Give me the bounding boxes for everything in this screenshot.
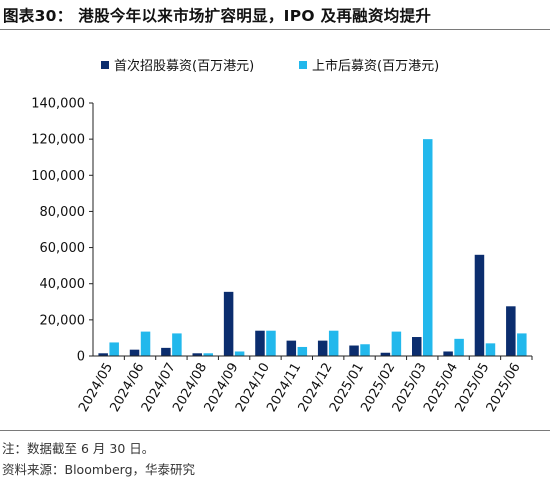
- bar-refinancing: [203, 353, 213, 356]
- bar-refinancing: [423, 139, 433, 356]
- bar-refinancing: [328, 330, 339, 356]
- legend-label-ipo: 首次招股募资(百万港元): [114, 58, 254, 74]
- legend-swatch-refinancing: [299, 61, 307, 69]
- y-tick-label: 80,000: [40, 205, 86, 220]
- x-axis: 2024/052024/062024/072024/082024/092024/…: [76, 355, 533, 415]
- bar-refinancing: [109, 342, 119, 356]
- bar-ipo: [255, 330, 265, 356]
- legend: 首次招股募资(百万港元) 上市后募资(百万港元): [101, 58, 439, 74]
- bar-refinancing: [485, 343, 496, 356]
- y-tick-label: 60,000: [40, 241, 86, 256]
- chart-title: 图表30： 港股今年以来市场扩容明显，IPO 及再融资均提升: [3, 7, 432, 25]
- bar-refinancing: [360, 344, 370, 356]
- bar-refinancing: [172, 333, 182, 356]
- bars: [98, 139, 527, 356]
- title-divider: [0, 29, 550, 30]
- bar-refinancing: [266, 330, 276, 356]
- y-tick-label: 120,000: [31, 133, 85, 148]
- bar-ipo: [161, 347, 171, 356]
- bar-refinancing: [234, 351, 245, 356]
- bar-ipo: [98, 353, 108, 356]
- data-note: 注：数据截至 6 月 30 日。: [2, 441, 155, 456]
- y-tick-label: 20,000: [40, 313, 86, 328]
- bar-ipo: [412, 337, 422, 356]
- bar-ipo: [380, 352, 391, 356]
- bar-refinancing: [454, 338, 464, 356]
- bar-ipo: [192, 353, 202, 356]
- y-tick-label: 40,000: [40, 277, 86, 292]
- bar-ipo: [474, 254, 485, 356]
- y-axis: 0 20,000 40,000 60,000 80,000 100,000 120,000 1…: [31, 97, 94, 365]
- bar-refinancing: [140, 331, 151, 356]
- footer-divider: [0, 430, 550, 431]
- legend-label-refinancing: 上市后募资(百万港元): [312, 58, 439, 74]
- bar-ipo: [317, 340, 328, 356]
- bar-ipo: [286, 340, 297, 356]
- bar-refinancing: [517, 333, 527, 356]
- bar-ipo: [129, 349, 140, 356]
- bar-ipo: [349, 345, 359, 356]
- bar-chart: 首次招股募资(百万港元) 上市后募资(百万港元) 0 20,000 40,000 60…: [31, 58, 533, 415]
- bar-ipo: [506, 306, 516, 356]
- y-tick-label: 140,000: [31, 97, 85, 112]
- y-tick-label: 100,000: [31, 169, 85, 184]
- legend-swatch-ipo: [101, 61, 109, 69]
- y-tick-label: 0: [77, 350, 85, 365]
- bar-ipo: [443, 351, 453, 356]
- bar-refinancing: [297, 346, 308, 356]
- source-note: 资料来源：Bloomberg，华泰研究: [2, 462, 195, 477]
- bar-ipo: [223, 291, 234, 356]
- bar-refinancing: [391, 331, 402, 356]
